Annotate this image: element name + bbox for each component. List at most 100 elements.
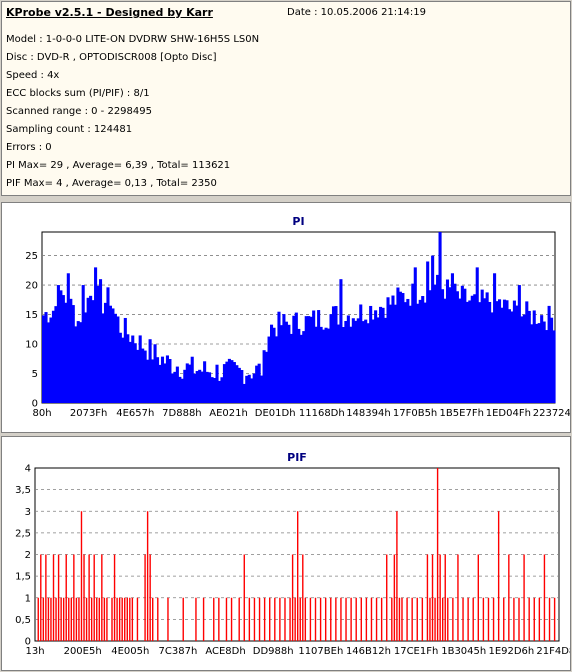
pif-bar (340, 597, 342, 641)
pi-bar (200, 371, 204, 403)
pif-bar (492, 597, 495, 641)
disc-line: Disc : DVD-R , OPTODISCR008 [Opto Disc] (6, 52, 217, 63)
pi-bar (242, 383, 246, 403)
chart-title: PIF (287, 451, 307, 464)
pif-bar (426, 554, 429, 641)
pif-bar (263, 597, 266, 641)
pi-bar (225, 361, 229, 403)
x-tick-label: 223724h (533, 408, 570, 419)
pif-bar (230, 597, 233, 641)
pi-bar (532, 310, 536, 403)
pif-bar (253, 597, 256, 641)
pif-bar (411, 597, 413, 641)
pi-bar (170, 373, 174, 403)
pif-bar (195, 597, 197, 641)
pi-bar (121, 337, 125, 403)
pi-bar (361, 321, 365, 403)
pi-bar (299, 334, 303, 403)
pi-bar (165, 355, 169, 403)
pi-bar (371, 319, 375, 403)
pi-bar (433, 284, 437, 403)
pi-bar (448, 287, 452, 403)
pif-bar (406, 597, 408, 641)
pi-bar (510, 311, 514, 403)
pi-bar (49, 317, 53, 403)
pi-bar (215, 364, 219, 403)
pi-bar (485, 292, 489, 403)
pi-bar (86, 297, 90, 403)
pi-bar (545, 330, 549, 403)
pi-bar (530, 324, 534, 403)
pi-bar (108, 305, 112, 403)
pi-bar (527, 310, 531, 403)
pi-bar (193, 373, 197, 403)
pif-bar (324, 597, 327, 641)
pi-bar (250, 378, 254, 403)
pi-bar (498, 299, 502, 403)
pif-bar (538, 597, 541, 641)
x-tick-label: 1ED04Fh (486, 408, 531, 419)
pif-bar (289, 597, 291, 641)
y-tick-label: 10 (25, 340, 38, 351)
pif-bar (335, 597, 337, 641)
pi-bar (91, 300, 95, 403)
pi-bar (505, 300, 509, 403)
pif-bar (299, 597, 301, 641)
pi-bar (384, 317, 388, 403)
pif-bar (238, 597, 240, 641)
pi-bar (488, 301, 492, 403)
y-tick-label: 3,5 (15, 485, 31, 496)
pif-bar (472, 597, 474, 641)
pif-bar (330, 597, 332, 641)
pif-bar (365, 597, 368, 641)
y-tick-label: 0,5 (15, 615, 31, 626)
pi-bar (547, 305, 551, 403)
pif-bar (314, 597, 317, 641)
pi-bar (74, 326, 78, 403)
range-line: Scanned range : 0 - 2298495 (6, 106, 152, 117)
pif-bar (548, 597, 551, 641)
pi-bar (535, 323, 539, 403)
pif-bar (152, 597, 154, 641)
pi-bar (550, 317, 554, 403)
pi-summary-line: PI Max= 29 , Average= 6,39 , Total= 1136… (6, 160, 231, 171)
pi-bar (411, 283, 415, 403)
pif-bar (106, 597, 108, 641)
pi-bar (393, 304, 397, 403)
pi-bar (426, 261, 430, 403)
x-tick-label: 1E92D6h (488, 646, 534, 657)
pif-bar (528, 597, 530, 641)
pi-bar (71, 305, 75, 403)
pi-bar (128, 341, 132, 403)
pi-bar (366, 323, 370, 403)
pi-bar (282, 314, 286, 403)
pif-bar (248, 597, 251, 641)
pi-bar (329, 314, 333, 403)
pi-bar (317, 310, 321, 403)
pi-bar (436, 274, 440, 403)
pi-chart-panel: PI 0 5 10 15 20 25 80h 2073Fh 4E657h 7D888h AE021h D… (1, 202, 571, 433)
pi-bar (44, 312, 48, 403)
pi-bar (61, 295, 65, 403)
pi-bar (475, 267, 479, 403)
pi-bar (515, 305, 519, 403)
pi-bar (443, 298, 447, 403)
pi-bar (431, 255, 435, 403)
pif-bar (360, 597, 362, 641)
pif-bar (136, 597, 139, 641)
pi-bar (173, 371, 177, 403)
pi-bar (356, 318, 360, 403)
pif-bar (543, 554, 546, 641)
pif-bar (75, 597, 78, 641)
pi-bar (136, 349, 140, 403)
pif-bar (40, 554, 42, 641)
pif-bar (523, 554, 525, 641)
x-tick-label: DE01Dh (255, 408, 296, 419)
pif-bar (52, 554, 55, 641)
y-tick-label: 20 (25, 281, 38, 292)
pif-bar (113, 554, 116, 641)
pif-bar (393, 554, 396, 641)
x-tick-label: 11168Dh (299, 408, 345, 419)
pi-bar (208, 372, 212, 403)
x-tick-label: 7C387h (159, 646, 198, 657)
